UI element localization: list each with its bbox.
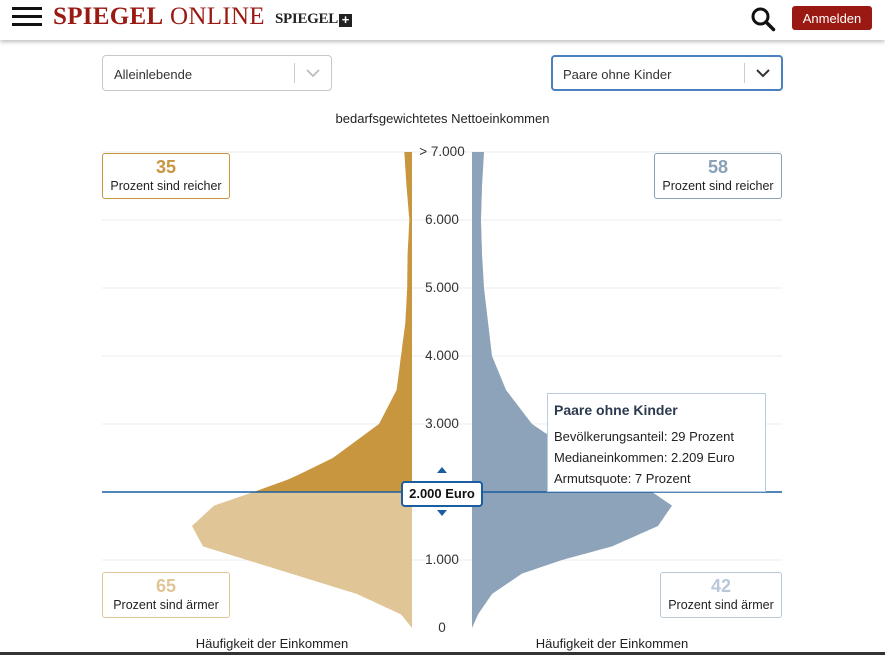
x-axis-label-right: Häufigkeit der Einkommen: [535, 636, 689, 651]
stat-left-richer: 35 Prozent sind reicher: [102, 153, 230, 199]
select-separator: [744, 63, 745, 83]
spiegel-online-logo[interactable]: SPIEGEL ONLINE: [53, 3, 265, 30]
household-select-right[interactable]: Paare ohne Kinder: [551, 55, 783, 91]
left-area-above-threshold: [253, 152, 412, 492]
stat-right-richer: 58 Prozent sind reicher: [654, 153, 782, 199]
y-tick-label: 5.000: [425, 280, 459, 295]
stat-label: Prozent sind reicher: [662, 179, 774, 193]
stat-label: Prozent sind reicher: [110, 179, 222, 193]
group-tooltip: Paare ohne Kinder Bevölkerungsanteil: 29…: [547, 393, 766, 492]
x-axis-label-left: Häufigkeit der Einkommen: [195, 636, 349, 651]
chevron-down-icon[interactable]: [755, 66, 771, 80]
y-tick-label: 6.000: [425, 212, 459, 227]
tooltip-row: Medianeinkommen: 2.209 Euro: [554, 450, 735, 465]
y-tick-label: 3.000: [425, 416, 459, 431]
left-area-below-threshold: [192, 492, 412, 628]
stat-left-poorer: 65 Prozent sind ärmer: [102, 572, 230, 618]
stat-right-poorer: 42 Prozent sind ärmer: [660, 572, 782, 618]
select-separator: [294, 63, 295, 83]
tooltip-row: Armutsquote: 7 Prozent: [554, 471, 691, 486]
chart-title: bedarfsgewichtetes Nettoeinkommen: [335, 111, 550, 126]
stat-label: Prozent sind ärmer: [113, 598, 219, 612]
chevron-down-icon[interactable]: [305, 66, 321, 80]
stat-label: Prozent sind ärmer: [668, 598, 774, 612]
threshold-up-arrow-icon[interactable]: [437, 467, 447, 473]
select-right-value: Paare ohne Kinder: [563, 67, 672, 82]
right-area-below-threshold: [472, 492, 672, 628]
threshold-down-arrow-icon[interactable]: [437, 510, 447, 516]
threshold-handle[interactable]: 2.000 Euro: [401, 481, 483, 507]
right-area-above-threshold: [472, 152, 652, 492]
y-tick-label: 1.000: [425, 552, 459, 567]
spiegel-plus-logo[interactable]: SPIEGEL +: [275, 11, 352, 28]
stat-value: 42: [710, 576, 732, 596]
stat-value: 65: [155, 576, 177, 596]
gridlines: [102, 151, 782, 561]
stat-value: 35: [155, 157, 177, 177]
tooltip-row: Bevölkerungsanteil: 29 Prozent: [554, 429, 734, 444]
y-tick-label: 0: [438, 620, 446, 635]
y-tick-label: > 7.000: [419, 144, 465, 159]
login-button[interactable]: Anmelden: [792, 6, 872, 30]
hamburger-menu-icon[interactable]: [12, 7, 42, 27]
bottom-divider: [0, 652, 885, 655]
tooltip-title: Paare ohne Kinder: [554, 402, 678, 418]
site-header: SPIEGEL ONLINE SPIEGEL + Anmelden: [0, 0, 885, 40]
stat-value: 58: [707, 157, 729, 177]
household-select-left[interactable]: Alleinlebende: [102, 55, 332, 91]
select-left-value: Alleinlebende: [114, 67, 193, 82]
search-icon[interactable]: [750, 6, 776, 32]
y-tick-label: 4.000: [425, 348, 459, 363]
